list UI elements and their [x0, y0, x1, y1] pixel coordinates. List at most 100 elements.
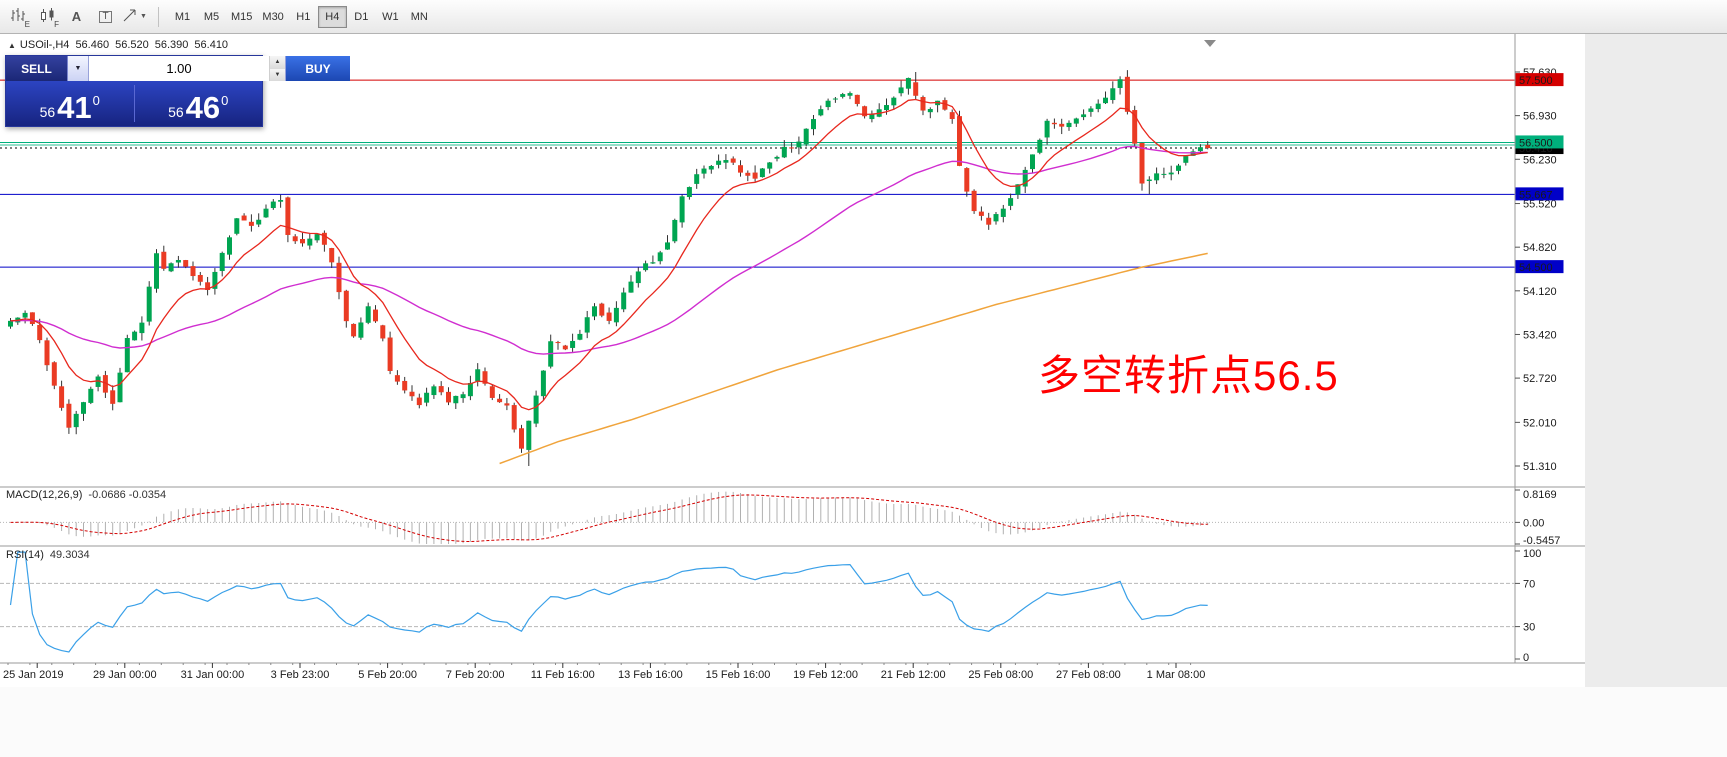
timeframe-h1-button[interactable]: H1	[289, 6, 318, 28]
buy-button[interactable]: BUY	[286, 56, 350, 81]
svg-text:53.420: 53.420	[1523, 329, 1557, 341]
svg-text:1 Mar 08:00: 1 Mar 08:00	[1147, 669, 1206, 681]
svg-text:0: 0	[1523, 652, 1529, 664]
text-tool-icon: T	[99, 10, 112, 23]
svg-text:3 Feb 23:00: 3 Feb 23:00	[271, 669, 330, 681]
svg-text:56.500: 56.500	[1519, 137, 1553, 149]
timeframe-m5-button[interactable]: M5	[197, 6, 226, 28]
svg-text:21 Feb 12:00: 21 Feb 12:00	[881, 669, 946, 681]
symbol-period-label: USOil-,H4	[19, 39, 70, 51]
svg-text:55.520: 55.520	[1523, 199, 1557, 211]
svg-text:11 Feb 16:00: 11 Feb 16:00	[531, 669, 595, 681]
sell-price[interactable]: 56 41 0	[6, 81, 134, 126]
cursor-mode-button[interactable]: A	[63, 4, 90, 29]
svg-text:56.230: 56.230	[1523, 154, 1557, 166]
timeframe-h4-button[interactable]: H4	[317, 5, 347, 28]
chart-bars-button[interactable]: E	[5, 4, 32, 29]
chart-ohlc-header: ▲ USOil-,H4 56.460 56.520 56.390 56.410	[8, 39, 228, 51]
sell-price-pip: 0	[92, 93, 100, 108]
caret-down-icon: ▼	[74, 65, 82, 72]
spin-up-icon: ▲	[274, 59, 281, 66]
spin-down-icon: ▼	[274, 71, 281, 78]
price-axis[interactable]	[1515, 34, 1585, 663]
svg-text:15 Feb 16:00: 15 Feb 16:00	[706, 669, 771, 681]
svg-text:0.00: 0.00	[1523, 517, 1544, 529]
macd-label-text: MACD(12,26,9)	[6, 489, 83, 501]
volume-stepper: ▲ ▼	[269, 56, 285, 81]
close-value: 56.410	[194, 39, 229, 51]
macd-pane-header: MACD(12,26,9) -0.0686 -0.0354	[6, 489, 166, 501]
timeframe-m15-button[interactable]: M15	[226, 6, 257, 28]
buy-price-pip: 0	[221, 93, 229, 108]
order-options-button[interactable]: ▼	[68, 56, 89, 81]
buy-price-prefix: 56	[168, 104, 184, 121]
chart-candles-button[interactable]: F	[34, 4, 61, 29]
rsi-label-text: RSI(14)	[6, 549, 44, 561]
one-click-trading-panel: SELL ▼ ▲ ▼ BUY 56 41 0 56 46 0	[5, 55, 350, 127]
timeframe-d1-button[interactable]: D1	[347, 6, 376, 28]
svg-text:56.930: 56.930	[1523, 111, 1557, 123]
timeframe-mn-button[interactable]: MN	[405, 6, 434, 28]
svg-text:57.500: 57.500	[1519, 75, 1553, 87]
low-value: 56.390	[154, 39, 189, 51]
draw-tools-icon	[122, 7, 138, 26]
rsi-pane-header: RSI(14) 49.3034	[6, 549, 90, 561]
svg-text:54.120: 54.120	[1523, 286, 1557, 298]
svg-text:0.8169: 0.8169	[1523, 489, 1557, 501]
volume-input[interactable]	[89, 56, 269, 81]
svg-text:54.820: 54.820	[1523, 242, 1557, 254]
svg-text:100: 100	[1523, 548, 1541, 560]
chart-candles-icon	[39, 7, 56, 27]
timeframes-group: M1 M5 M15 M30 H1 H4 D1 W1 MN	[168, 5, 434, 28]
time-axis[interactable]	[0, 663, 1585, 687]
volume-increase-button[interactable]: ▲	[270, 56, 285, 69]
svg-text:5 Feb 20:00: 5 Feb 20:00	[358, 669, 417, 681]
svg-text:27 Feb 08:00: 27 Feb 08:00	[1056, 669, 1121, 681]
svg-text:52.720: 52.720	[1523, 373, 1557, 385]
svg-text:70: 70	[1523, 578, 1535, 590]
price-divider	[133, 85, 135, 122]
chart-tools-group: E F A T ▼	[4, 4, 149, 29]
trade-prices-row: 56 41 0 56 46 0	[6, 81, 262, 126]
svg-text:7 Feb 20:00: 7 Feb 20:00	[446, 669, 505, 681]
svg-text:19 Feb 12:00: 19 Feb 12:00	[793, 669, 858, 681]
svg-text:25 Feb 08:00: 25 Feb 08:00	[968, 669, 1033, 681]
volume-decrease-button[interactable]: ▼	[270, 68, 285, 81]
chart-bars-sub-label: E	[24, 20, 30, 29]
svg-text:25 Jan 2019: 25 Jan 2019	[3, 669, 64, 681]
svg-text:54.500: 54.500	[1519, 262, 1553, 274]
open-value: 56.460	[75, 39, 110, 51]
svg-text:-0.5457: -0.5457	[1523, 535, 1560, 547]
timeframe-m1-button[interactable]: M1	[168, 6, 197, 28]
trade-controls-row: SELL ▼ ▲ ▼ BUY	[6, 56, 350, 81]
svg-text:52.010: 52.010	[1523, 417, 1557, 429]
buy-price[interactable]: 56 46 0	[135, 81, 263, 126]
high-value: 56.520	[115, 39, 149, 51]
caret-down-icon: ▼	[140, 13, 147, 20]
sell-price-main: 41	[57, 89, 92, 125]
text-tool-button[interactable]: T	[92, 4, 119, 29]
cursor-mode-icon: A	[71, 9, 82, 24]
chart-annotation: 多空转折点56.5	[1038, 352, 1339, 399]
draw-tools-button[interactable]: ▼	[121, 4, 148, 29]
svg-text:55.667: 55.667	[1519, 189, 1553, 201]
svg-text:13 Feb 16:00: 13 Feb 16:00	[618, 669, 683, 681]
svg-text:30: 30	[1523, 622, 1535, 634]
chart-candles-sub-label: F	[54, 20, 59, 29]
macd-values: -0.0686 -0.0354	[88, 489, 167, 501]
timeframe-m30-button[interactable]: M30	[257, 6, 288, 28]
svg-text:51.310: 51.310	[1523, 461, 1557, 473]
rsi-value: 49.3034	[49, 549, 90, 561]
sell-button[interactable]: SELL	[6, 56, 68, 81]
timeframe-w1-button[interactable]: W1	[376, 6, 405, 28]
toolbar-separator	[158, 6, 159, 27]
volume-field-wrap: ▲ ▼	[89, 56, 286, 81]
buy-price-main: 46	[185, 89, 221, 125]
collapse-chart-icon[interactable]: ▲	[8, 41, 16, 50]
svg-text:29 Jan 00:00: 29 Jan 00:00	[93, 669, 157, 681]
sell-price-prefix: 56	[39, 104, 56, 121]
chart-bars-icon	[10, 7, 27, 27]
svg-text:31 Jan 00:00: 31 Jan 00:00	[181, 669, 245, 681]
top-toolbar: E F A T ▼ M1 M5 M15 M30 H1 H4 D1 W1 MN	[0, 0, 1727, 34]
